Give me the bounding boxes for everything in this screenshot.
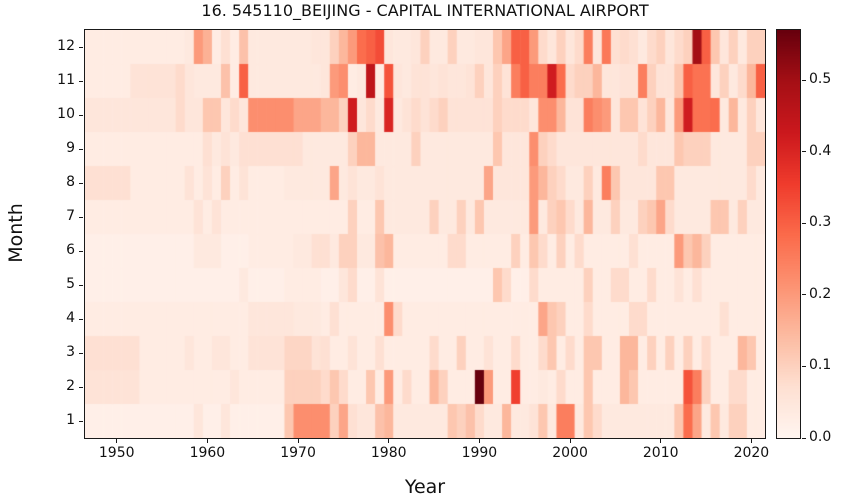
- y-tick-mark: [79, 80, 83, 82]
- colorbar-tick-mark: [802, 294, 806, 296]
- y-tick-label: 2: [66, 378, 75, 394]
- colorbar-tick-mark: [802, 365, 806, 367]
- y-tick-mark: [79, 318, 83, 320]
- chart-title: 16. 545110_BEIJING - CAPITAL INTERNATION…: [201, 1, 649, 20]
- x-tick-mark: [116, 439, 118, 443]
- heatmap-plot-area: [84, 29, 766, 439]
- y-tick-mark: [79, 182, 83, 184]
- y-tick-label: 9: [66, 140, 75, 156]
- colorbar-tick-mark: [802, 79, 806, 81]
- x-tick-label: 2000: [552, 445, 588, 461]
- colorbar: [776, 29, 801, 439]
- x-tick-label: 1960: [189, 445, 226, 461]
- x-axis-label: Year: [404, 476, 446, 498]
- y-tick-label: 11: [57, 72, 75, 88]
- x-tick-label: 1980: [370, 445, 407, 461]
- x-tick-mark: [297, 439, 299, 443]
- heatmap-canvas: [85, 30, 765, 438]
- y-tick-label: 12: [57, 38, 75, 54]
- y-tick-mark: [79, 284, 83, 286]
- y-tick-mark: [79, 250, 83, 252]
- colorbar-tick-label: 0.3: [809, 214, 832, 231]
- y-tick-label: 4: [66, 310, 75, 326]
- y-tick-mark: [79, 386, 83, 388]
- colorbar-tick-label: 0.0: [809, 429, 832, 445]
- colorbar-tick-mark: [802, 222, 806, 224]
- colorbar-canvas: [777, 30, 800, 438]
- y-tick-label: 1: [66, 412, 75, 428]
- x-tick-mark: [478, 439, 480, 443]
- x-tick-mark: [660, 439, 662, 443]
- y-tick-label: 7: [66, 208, 75, 224]
- y-tick-label: 5: [66, 276, 75, 292]
- colorbar-tick-label: 0.2: [809, 285, 832, 302]
- colorbar-tick-label: 0.1: [809, 357, 832, 374]
- colorbar-tick-mark: [802, 437, 806, 439]
- x-tick-mark: [569, 439, 571, 443]
- y-tick-label: 3: [66, 344, 75, 360]
- x-tick-mark: [388, 439, 390, 443]
- y-axis-label: Month: [5, 203, 27, 263]
- y-tick-mark: [79, 114, 83, 116]
- y-tick-label: 6: [66, 242, 75, 258]
- y-tick-mark: [79, 216, 83, 218]
- y-tick-label: 8: [66, 174, 75, 190]
- x-tick-label: 2010: [642, 445, 679, 461]
- x-tick-mark: [750, 439, 752, 443]
- colorbar-tick-mark: [802, 151, 806, 153]
- x-tick-mark: [206, 439, 208, 443]
- colorbar-tick-label: 0.5: [809, 71, 832, 88]
- y-tick-mark: [79, 148, 83, 150]
- y-tick-mark: [79, 352, 83, 354]
- x-tick-label: 1970: [280, 445, 316, 461]
- y-tick-label: 10: [57, 106, 75, 122]
- y-tick-mark: [79, 46, 83, 48]
- colorbar-tick-label: 0.4: [809, 142, 832, 159]
- x-tick-label: 1950: [98, 445, 135, 461]
- y-tick-mark: [79, 420, 83, 422]
- x-tick-label: 1990: [461, 445, 498, 461]
- x-tick-label: 2020: [733, 445, 770, 461]
